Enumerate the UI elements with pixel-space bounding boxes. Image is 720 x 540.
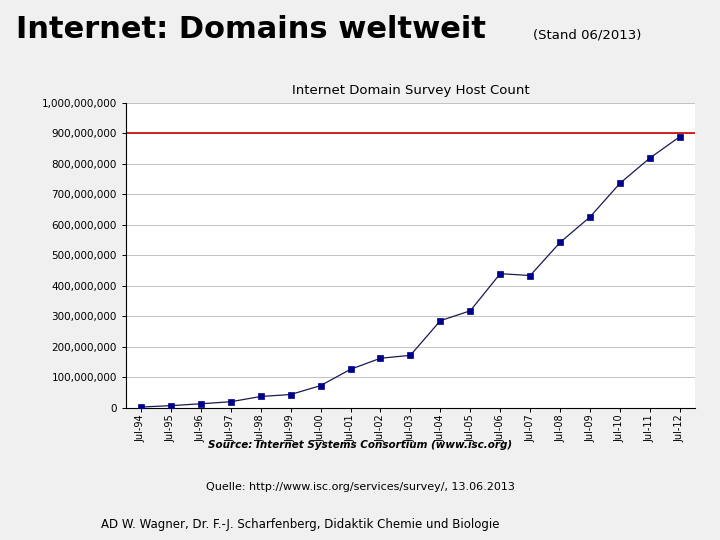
Title: Internet Domain Survey Host Count: Internet Domain Survey Host Count	[292, 84, 529, 97]
Text: (Stand 06/2013): (Stand 06/2013)	[533, 28, 642, 41]
Text: Quelle: http://www.isc.org/services/survey/, 13.06.2013: Quelle: http://www.isc.org/services/surv…	[206, 482, 514, 492]
Text: Internet: Domains weltweit: Internet: Domains weltweit	[16, 15, 486, 44]
Text: AD W. Wagner, Dr. F.-J. Scharfenberg, Didaktik Chemie und Biologie: AD W. Wagner, Dr. F.-J. Scharfenberg, Di…	[101, 518, 499, 531]
Text: Source: Internet Systems Consortium (www.isc.org): Source: Internet Systems Consortium (www…	[208, 441, 512, 450]
